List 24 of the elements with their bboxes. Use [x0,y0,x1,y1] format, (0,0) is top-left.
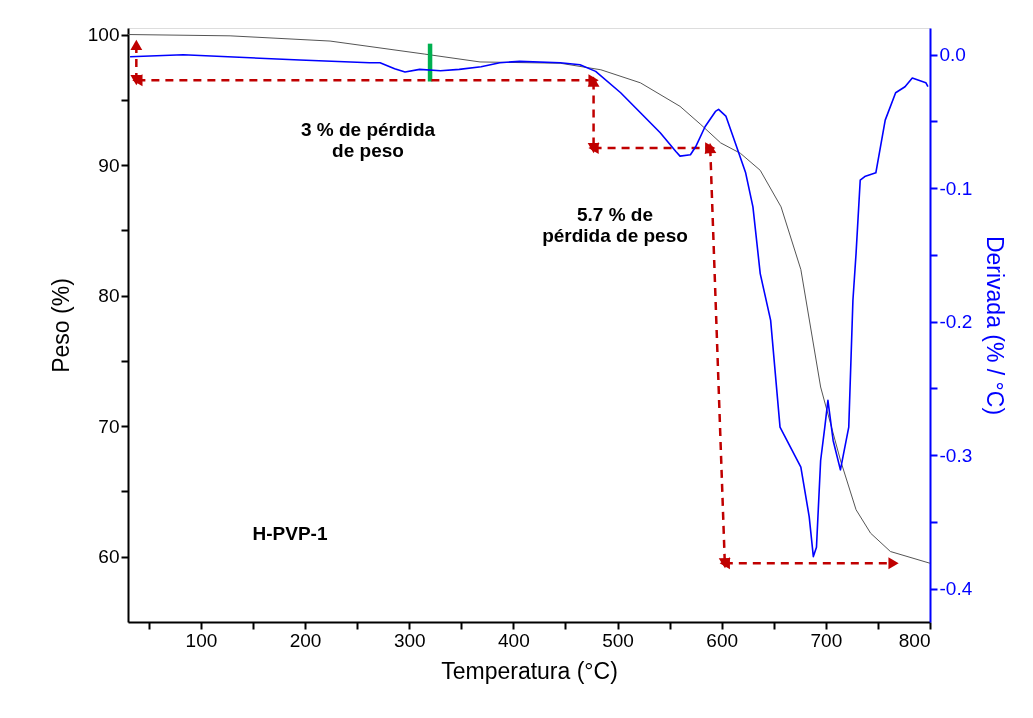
y-tick-label: 100 [87,24,120,46]
x-tick-label: 200 [289,629,322,651]
x-tick-label: 500 [602,629,634,651]
x-tick-label: 400 [498,629,530,651]
annotation: 5.7 % de pérdida de peso [542,204,688,246]
y2-tick-label: 0.0 [939,44,966,66]
x-tick-label: 100 [185,629,218,651]
y-tick-label: 70 [98,415,120,437]
annotation: 3 % de pérdida de peso [300,119,436,161]
y2-tick-label: -0.1 [939,177,973,199]
y-axis-title: Peso (%) [47,278,74,373]
x-tick-label: 300 [393,629,426,651]
y-tick-label: 80 [98,285,120,307]
x-tick-label: 800 [898,629,931,651]
y2-axis-title: Derivada (% / °C) [982,235,1009,416]
annotation: H-PVP-1 [252,523,328,544]
y-tick-label: 90 [98,154,120,176]
y2-tick-label: -0.2 [939,311,973,333]
y-tick-label: 60 [98,546,120,568]
y2-tick-label: -0.3 [939,444,973,466]
x-tick-label: 700 [810,629,843,651]
x-axis-title: Temperatura (°C) [441,657,618,684]
x-tick-label: 600 [706,629,739,651]
y2-tick-label: -0.4 [939,578,973,600]
